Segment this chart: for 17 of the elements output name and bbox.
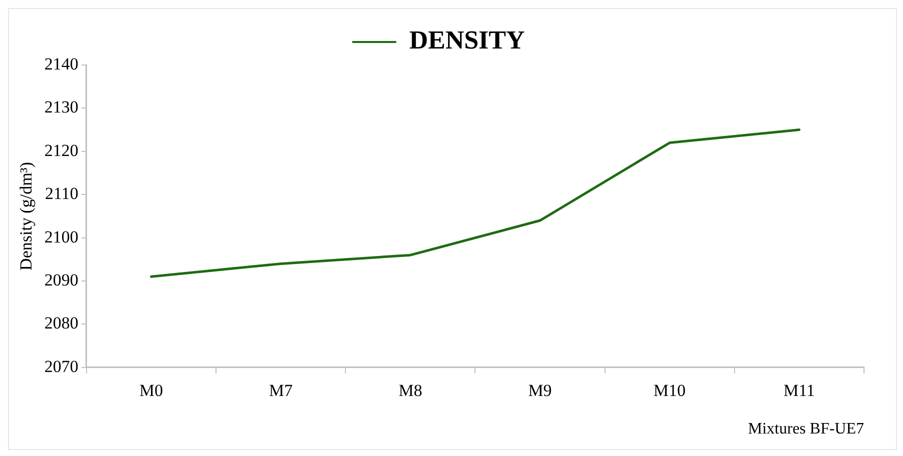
legend-label: DENSITY <box>409 26 526 55</box>
x-tick-label: M11 <box>783 381 815 400</box>
y-tick-label: 2080 <box>44 314 78 333</box>
x-tick-label: M7 <box>268 381 294 400</box>
y-tick-label: 2140 <box>44 54 78 74</box>
x-tick-label: M0 <box>139 381 164 400</box>
y-axis-title: Density (g/dm³) <box>16 162 36 270</box>
y-tick-label: 2070 <box>44 356 78 376</box>
y-tick-label: 2120 <box>44 140 78 160</box>
y-tick-label: 2130 <box>44 98 78 117</box>
y-tick-label: 2090 <box>44 270 78 290</box>
x-tick-label: M8 <box>398 381 422 400</box>
y-tick-label: 2100 <box>44 227 78 246</box>
x-tick-label: M10 <box>654 381 686 400</box>
x-axis-title: Mixtures BF-UE7 <box>748 420 864 438</box>
y-tick-label: 2110 <box>45 184 78 204</box>
x-tick-label: M9 <box>528 381 552 400</box>
